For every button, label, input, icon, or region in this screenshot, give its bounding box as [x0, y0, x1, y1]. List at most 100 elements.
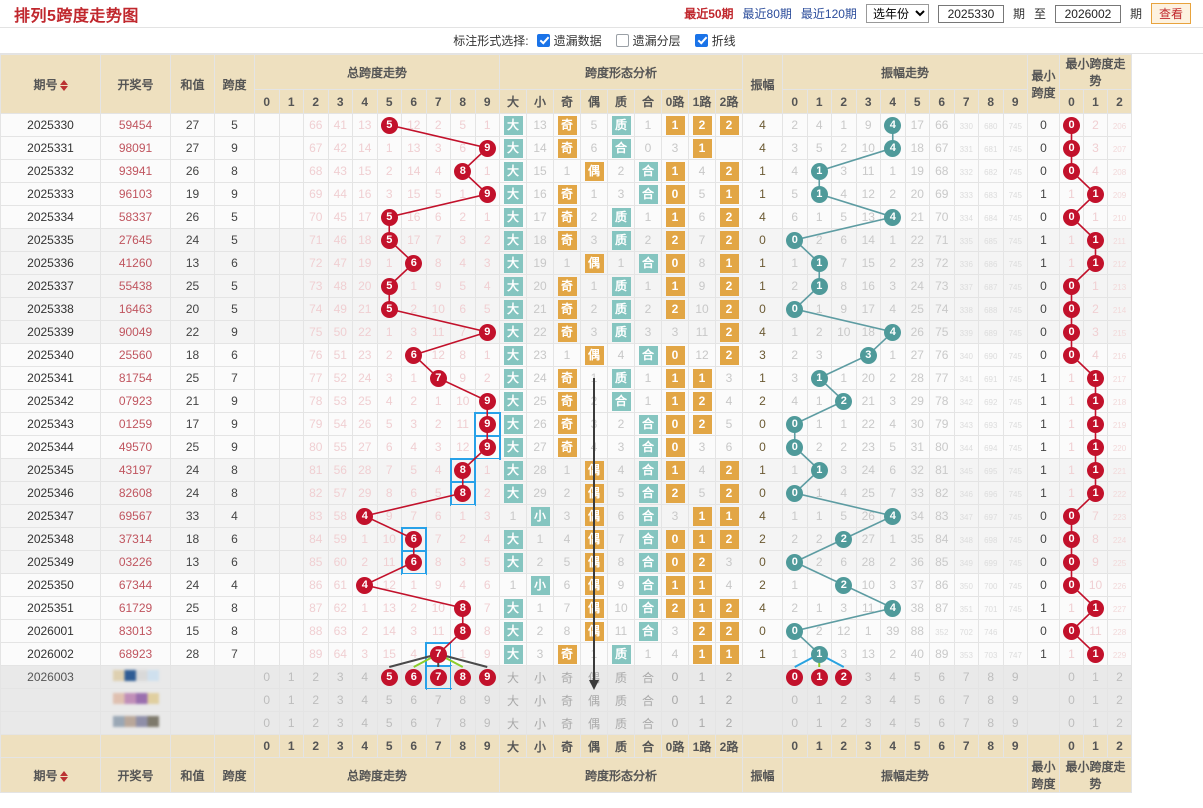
total-trend-cell-2[interactable]: 67	[303, 136, 329, 160]
total-trend-cell-8[interactable]: 5	[450, 113, 476, 137]
amp-trend-cell-0[interactable]: 0	[782, 481, 808, 505]
amp-trend-cell-6[interactable]: 71	[929, 228, 955, 252]
row-issue[interactable]: 2025346	[0, 481, 101, 505]
table-row[interactable]: 2025348 37314 18 6 84 59 1 10 6 7 2 4 大 1 4 偶 7 合 0 1 2 2 2 2 2 2…	[0, 526, 1132, 552]
total-trend-cell-6[interactable]: 6	[400, 526, 427, 552]
amp-trend-cell-5[interactable]: 22	[904, 228, 930, 252]
forecast-total-cell-9[interactable]: 9	[474, 665, 500, 689]
amp-trend-cell-8[interactable]: 746	[978, 619, 1004, 643]
forecast-amp-cell-3[interactable]: 3	[855, 665, 881, 689]
amp-trend-cell-2[interactable]: 2	[831, 389, 857, 413]
total-trend-cell-2[interactable]: 82	[303, 481, 329, 505]
total-trend-cell-9[interactable]: 2	[474, 366, 500, 390]
table-row[interactable]: 2025341 81754 25 7 77 52 24 3 1 7 9 2 大 24 奇 1 质 1 1 1 3 1 3 1 1…	[0, 366, 1132, 390]
total-trend-cell-4[interactable]: 15	[352, 159, 378, 183]
amp-trend-cell-9[interactable]: 745	[1002, 251, 1028, 275]
total-trend-cell-8[interactable]: 1	[450, 642, 476, 666]
row-issue[interactable]: 2025335	[0, 228, 101, 252]
amp-trend-cell-7[interactable]: 702	[953, 619, 979, 643]
min-span-cell-0[interactable]: 1	[1059, 596, 1084, 620]
total-trend-cell-6[interactable]: 1	[401, 366, 427, 390]
table-row[interactable]: 2025339 90049 22 9 75 50 22 1 3 11 7 9 大 22 奇 3 质 3 3 11 2 4 1…	[0, 320, 1132, 344]
total-trend-cell-5[interactable]: 8	[376, 481, 402, 505]
total-trend-cell-4[interactable]: 16	[352, 182, 378, 206]
total-trend-cell-4[interactable]: 18	[352, 228, 378, 252]
total-trend-cell-2[interactable]: 76	[303, 343, 329, 367]
table-row[interactable]: 2025338 16463 20 5 74 49 21 5 2 10 6 5 大 21 奇 2 质 2 2 10 2 0 0…	[0, 297, 1132, 321]
amp-trend-cell-8[interactable]: 693	[978, 412, 1004, 436]
amp-trend-cell-9[interactable]: 745	[1002, 504, 1028, 528]
amp-trend-cell-3[interactable]: 20	[855, 366, 881, 390]
amp-trend-cell-8[interactable]: 684	[978, 205, 1004, 229]
col-issue[interactable]: 期号	[0, 54, 101, 114]
total-trend-cell-8[interactable]: 6	[450, 297, 476, 321]
end-issue-input[interactable]	[1054, 4, 1121, 23]
table-row[interactable]: 2026001 83013 15 8 88 63 2 14 3 11 8 8 大 2 8 偶 11 合 3 2 2 0 0 2…	[0, 619, 1132, 643]
total-trend-cell-3[interactable]: 46	[327, 228, 353, 252]
amp-trend-cell-3[interactable]: 17	[855, 297, 881, 321]
total-trend-cell-9[interactable]: 6	[474, 573, 500, 597]
forecast-amp-cell-4[interactable]: 4	[880, 711, 906, 735]
total-trend-cell-0[interactable]	[254, 412, 280, 436]
forecast-total-cell-6[interactable]: 6	[401, 688, 427, 712]
min-span-cell-1[interactable]: 1	[1083, 274, 1108, 298]
row-number[interactable]: 82608	[100, 481, 171, 505]
amp-trend-cell-8[interactable]: 695	[978, 458, 1004, 482]
amp-trend-cell-5[interactable]: 35	[904, 527, 930, 551]
forecast-total-cell-6[interactable]: 6	[401, 711, 427, 735]
forecast-amp-cell-9[interactable]: 9	[1002, 665, 1028, 689]
amp-trend-cell-7[interactable]: 334	[953, 205, 979, 229]
amp-trend-cell-4[interactable]: 1	[880, 228, 906, 252]
row-number[interactable]: 07923	[100, 389, 171, 413]
total-trend-cell-3[interactable]: 41	[327, 113, 353, 137]
forecast-total-cell-8[interactable]: 8	[450, 711, 476, 735]
row-issue[interactable]: 2025334	[0, 205, 101, 229]
amp-trend-cell-5[interactable]: 20	[904, 182, 930, 206]
total-trend-cell-5[interactable]: 2	[376, 159, 402, 183]
total-trend-cell-4[interactable]: 1	[352, 596, 378, 620]
total-trend-cell-8[interactable]: 2	[450, 527, 476, 551]
amp-trend-cell-9[interactable]: 745	[1002, 136, 1028, 160]
forecast-amp-cell-3[interactable]: 3	[855, 688, 881, 712]
total-trend-cell-2[interactable]: 83	[303, 504, 329, 528]
min-span-cell-1[interactable]: 1	[1083, 435, 1108, 459]
total-trend-cell-4[interactable]: 4	[352, 504, 378, 528]
amp-trend-cell-4[interactable]: 4	[880, 412, 906, 436]
amp-trend-cell-2[interactable]: 10	[831, 320, 857, 344]
total-trend-cell-8[interactable]: 7	[450, 320, 476, 344]
amp-trend-cell-3[interactable]: 24	[855, 458, 881, 482]
amp-trend-cell-0[interactable]: 4	[782, 389, 808, 413]
total-trend-head-6[interactable]: 6	[401, 89, 427, 114]
row-number[interactable]: 98091	[100, 136, 171, 160]
total-trend-cell-1[interactable]	[278, 481, 304, 505]
amp-trend-cell-0[interactable]: 0	[782, 228, 808, 252]
amp-trend-cell-5[interactable]: 38	[904, 596, 930, 620]
total-trend-cell-2[interactable]: 84	[303, 527, 329, 551]
amp-trend-cell-7[interactable]: 344	[953, 435, 979, 459]
forecast-min-cell-2[interactable]: 2	[1107, 665, 1132, 689]
forecast-total-cell-2[interactable]: 2	[303, 665, 329, 689]
total-trend-cell-9[interactable]: 9	[474, 411, 501, 437]
total-trend-cell-1[interactable]	[278, 343, 304, 367]
total-trend-cell-7[interactable]: 4	[425, 159, 451, 183]
total-trend-cell-6[interactable]: 3	[401, 320, 427, 344]
total-trend-cell-1[interactable]	[278, 550, 304, 574]
option-missing-data[interactable]: 遗漏数据	[536, 32, 602, 49]
amp-trend-cell-2[interactable]: 5	[831, 205, 857, 229]
table-row[interactable]: 2025335 27645 24 5 71 46 18 5 17 7 3 2 大 18 奇 3 质 2 2 7 2 0 0 2…	[0, 228, 1132, 252]
amp-trend-cell-2[interactable]: 1	[831, 113, 857, 137]
forecast-amp-cell-0[interactable]: 0	[782, 665, 808, 689]
forecast-amp-cell-4[interactable]: 4	[880, 688, 906, 712]
total-trend-cell-2[interactable]: 71	[303, 228, 329, 252]
total-trend-cell-2[interactable]: 80	[303, 435, 329, 459]
total-trend-cell-1[interactable]	[278, 205, 304, 229]
total-trend-cell-9[interactable]: 9	[474, 182, 500, 206]
total-trend-cell-9[interactable]: 1	[474, 458, 500, 482]
amp-trend-cell-5[interactable]: 36	[904, 550, 930, 574]
total-trend-cell-9[interactable]: 2	[474, 481, 500, 505]
total-trend-cell-0[interactable]	[254, 297, 280, 321]
total-trend-cell-8[interactable]: 3	[450, 550, 476, 574]
total-trend-cell-0[interactable]	[254, 343, 280, 367]
total-trend-cell-7[interactable]: 6	[425, 504, 451, 528]
table-row[interactable]: 2025345 43197 24 8 81 56 28 7 5 4 8 1 大 28 1 偶 4 合 1 4 2 1 1 1 3…	[0, 457, 1132, 483]
